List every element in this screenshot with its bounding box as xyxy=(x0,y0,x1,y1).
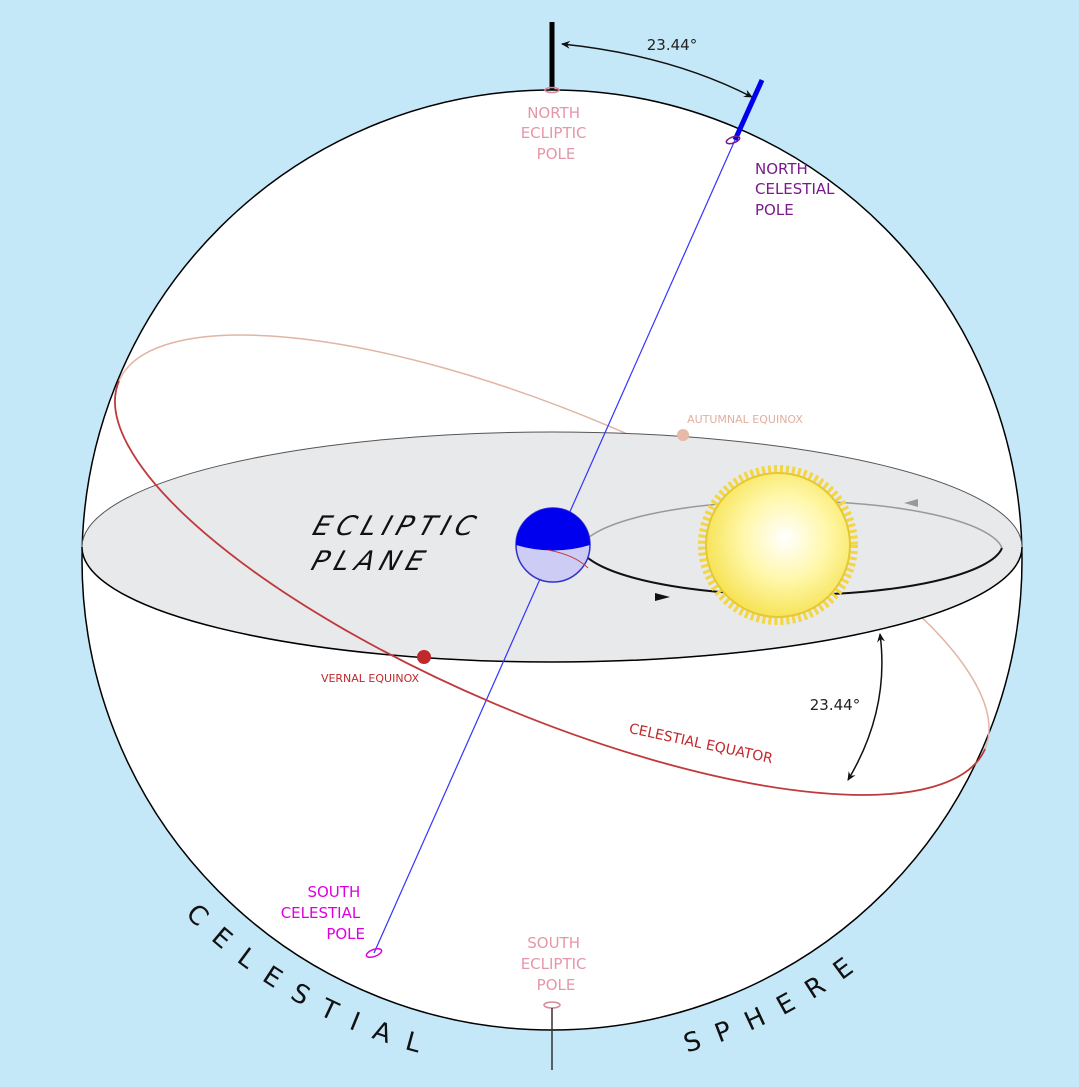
celestial-equator-back xyxy=(118,334,990,750)
label-line: ECLIPTIC xyxy=(309,510,486,542)
label-line: ECLIPTIC xyxy=(521,124,587,142)
earth-equator xyxy=(547,549,589,569)
south-celestial-pole-label: SOUTH CELESTIAL POLE xyxy=(281,883,365,943)
pole-marker xyxy=(365,947,383,959)
north-ecliptic-pole-label: NORTH ECLIPTIC POLE xyxy=(521,104,592,163)
label-line: NORTH xyxy=(755,160,808,178)
autumnal-equinox-label: AUTUMNAL EQUINOX xyxy=(687,413,803,426)
celestial-equator xyxy=(114,380,986,796)
orbit-arrow xyxy=(904,499,918,507)
vernal-equinox-label: VERNAL EQUINOX xyxy=(321,672,420,685)
label-line: POLE xyxy=(537,976,576,994)
angle-label: 23.44° xyxy=(647,36,697,54)
vernal-equinox-dot xyxy=(417,650,431,664)
autumnal-equinox-dot xyxy=(677,429,689,441)
south-ecliptic-pole-label: SOUTH ECLIPTIC POLE xyxy=(521,934,592,994)
sun-rays xyxy=(698,465,858,625)
tilt-arrow xyxy=(561,40,753,98)
label-line: CELESTIAL xyxy=(755,180,835,198)
pole-marker xyxy=(544,86,560,94)
sun xyxy=(705,472,851,618)
tilt-arrow xyxy=(847,633,886,781)
label-line: NORTH xyxy=(527,104,580,122)
north-celestial-axis xyxy=(732,78,765,142)
label-line: POLE xyxy=(326,925,365,943)
earth-lit xyxy=(516,508,590,551)
label-line: POLE xyxy=(755,201,794,219)
angle-label: 23.44° xyxy=(810,696,860,714)
pole-marker xyxy=(725,135,741,145)
label-line: ECLIPTIC xyxy=(521,955,587,973)
label-line: SOUTH xyxy=(527,934,580,952)
label-line: SOUTH xyxy=(307,883,360,901)
label-line: POLE xyxy=(537,145,576,163)
orbit-arrow xyxy=(655,593,670,601)
label-line: CELESTIAL xyxy=(281,904,361,922)
ecliptic-front-edge xyxy=(81,546,1023,663)
north-celestial-pole-label: NORTH CELESTIAL POLE xyxy=(755,160,839,219)
ecliptic-plane-label: ECLIPTIC PLANE xyxy=(298,510,501,577)
label-line: PLANE xyxy=(308,545,435,577)
